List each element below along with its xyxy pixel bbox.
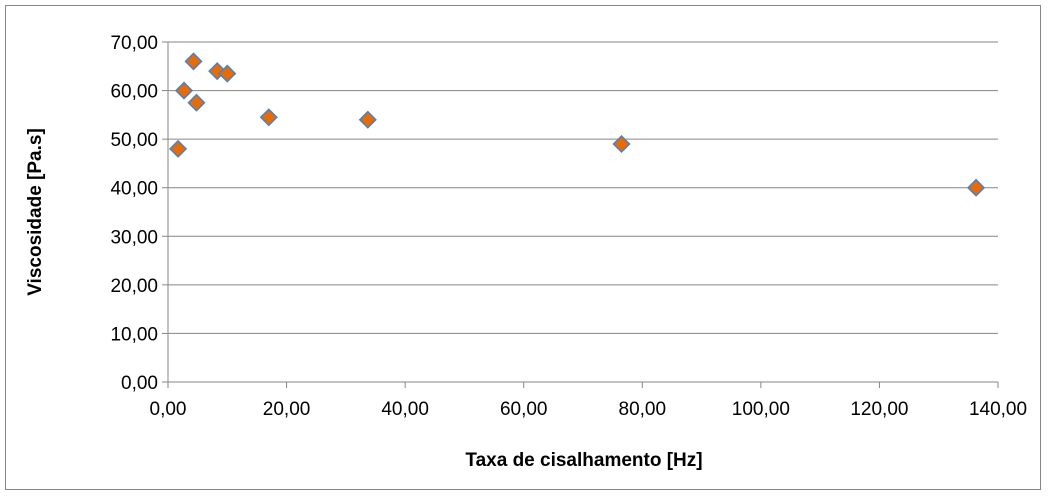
x-axis-title: Taxa de cisalhamento [Hz] xyxy=(465,450,702,471)
y-tick-label: 0,00 xyxy=(121,373,158,394)
x-tick-label: 100,00 xyxy=(732,399,790,420)
x-tick-label: 120,00 xyxy=(850,399,908,420)
axes xyxy=(167,42,999,388)
y-tick-label: 10,00 xyxy=(110,324,158,345)
x-tick-label: 140,00 xyxy=(969,399,1027,420)
gridlines xyxy=(162,41,998,383)
x-tick-labels: 0,00 20,00 40,00 60,00 80,00 100,00 120,00 140,… xyxy=(150,399,1028,420)
chart-area xyxy=(5,5,1041,490)
y-tick-label: 30,00 xyxy=(110,227,158,248)
y-tick-label: 40,00 xyxy=(110,179,158,200)
y-tick-label: 60,00 xyxy=(110,82,158,103)
y-tick-label: 70,00 xyxy=(110,33,158,54)
data-point xyxy=(218,64,237,83)
data-point xyxy=(612,134,631,154)
data-point xyxy=(184,52,203,71)
y-axis-title: Viscosidade [Pa.s] xyxy=(25,128,46,296)
x-tick-label: 80,00 xyxy=(619,399,667,420)
data-point xyxy=(259,108,278,127)
x-tick-label: 0,00 xyxy=(150,399,187,420)
x-tick-label: 20,00 xyxy=(263,399,311,420)
x-tick-label: 60,00 xyxy=(500,399,548,420)
x-tick-label: 40,00 xyxy=(381,399,429,420)
y-tick-label: 20,00 xyxy=(110,276,158,297)
y-tick-label: 50,00 xyxy=(110,130,158,151)
y-tick-labels: 0,00 10,00 20,00 30,00 40,00 50,00 60,00 70,00 xyxy=(110,33,158,394)
data-point xyxy=(169,139,188,158)
data-point xyxy=(187,93,206,112)
data-point xyxy=(967,178,986,197)
data-point xyxy=(358,110,377,129)
data-points xyxy=(169,52,986,197)
data-point xyxy=(174,81,194,100)
